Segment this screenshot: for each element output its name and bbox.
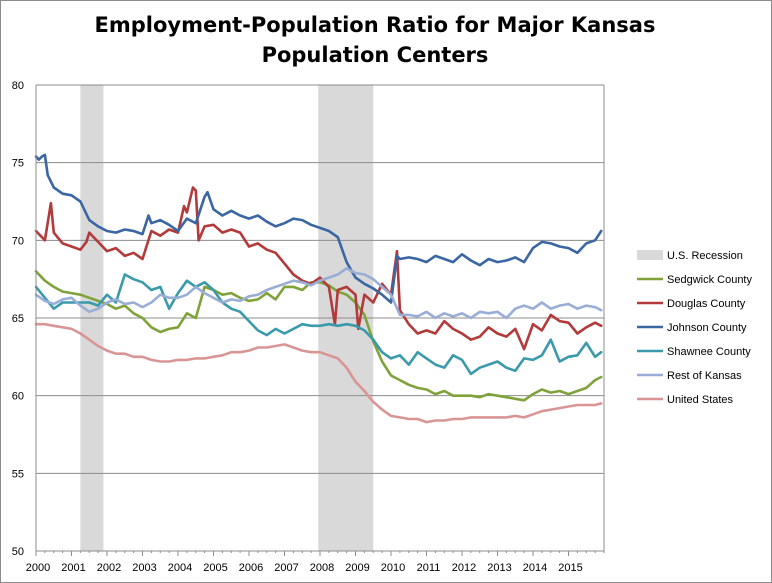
x-tick-label: 2005 <box>203 562 227 574</box>
y-tick-label: 60 <box>12 391 24 403</box>
legend-swatch-recession <box>637 250 663 260</box>
x-tick-label: 2010 <box>381 562 405 574</box>
x-tick-label: 2013 <box>487 562 511 574</box>
gridlines <box>36 84 604 474</box>
legend-label: Johnson County <box>667 322 747 334</box>
legend-label: Sedgwick County <box>667 274 752 286</box>
x-tick-label: 2012 <box>452 562 476 574</box>
legend: U.S. Recession Sedgwick County Douglas Cou… <box>637 250 752 406</box>
x-tick-label: 2008 <box>310 562 334 574</box>
legend-label: Rest of Kansas <box>667 370 742 382</box>
series-line-united-states <box>34 322 603 424</box>
y-tick-label: 75 <box>12 158 24 170</box>
y-tick-label: 80 <box>12 80 24 92</box>
legend-label: Shawnee County <box>667 346 751 358</box>
y-tick-label: 50 <box>12 546 24 558</box>
x-tick-label: 2006 <box>239 562 263 574</box>
legend-label: United States <box>667 394 734 406</box>
y-tick-label: 65 <box>12 313 24 325</box>
legend-label: Douglas County <box>667 298 746 310</box>
x-tick-label: 2004 <box>168 562 192 574</box>
axes: 50 55 60 65 70 75 80 2000 2001 2002 2003 2004 2005 20… <box>12 80 605 574</box>
x-tick-label: 2007 <box>274 562 298 574</box>
x-tick-label: 2000 <box>26 562 50 574</box>
series-line-shawnee-county <box>34 273 603 376</box>
legend-label-recession: U.S. Recession <box>667 250 743 262</box>
x-tick-label: 2003 <box>132 562 156 574</box>
y-tick-label: 55 <box>12 468 24 480</box>
x-tick-label: 2001 <box>61 562 85 574</box>
series-line-rest-of-kansas <box>34 266 603 320</box>
x-tick-label: 2009 <box>345 562 369 574</box>
series-line-sedgwick-county <box>34 270 603 402</box>
chart-title: Employment-Population Ratio for Major Ka… <box>94 13 656 67</box>
x-tick-label: 2002 <box>97 562 121 574</box>
series-lines <box>34 153 603 424</box>
x-tick-label: 2014 <box>523 562 547 574</box>
x-tick-label: 2015 <box>558 562 582 574</box>
series-line-johnson-county <box>34 153 603 304</box>
y-tick-label: 70 <box>12 235 24 247</box>
x-tick-label: 2011 <box>417 562 441 574</box>
series-line-douglas-county <box>34 186 603 351</box>
